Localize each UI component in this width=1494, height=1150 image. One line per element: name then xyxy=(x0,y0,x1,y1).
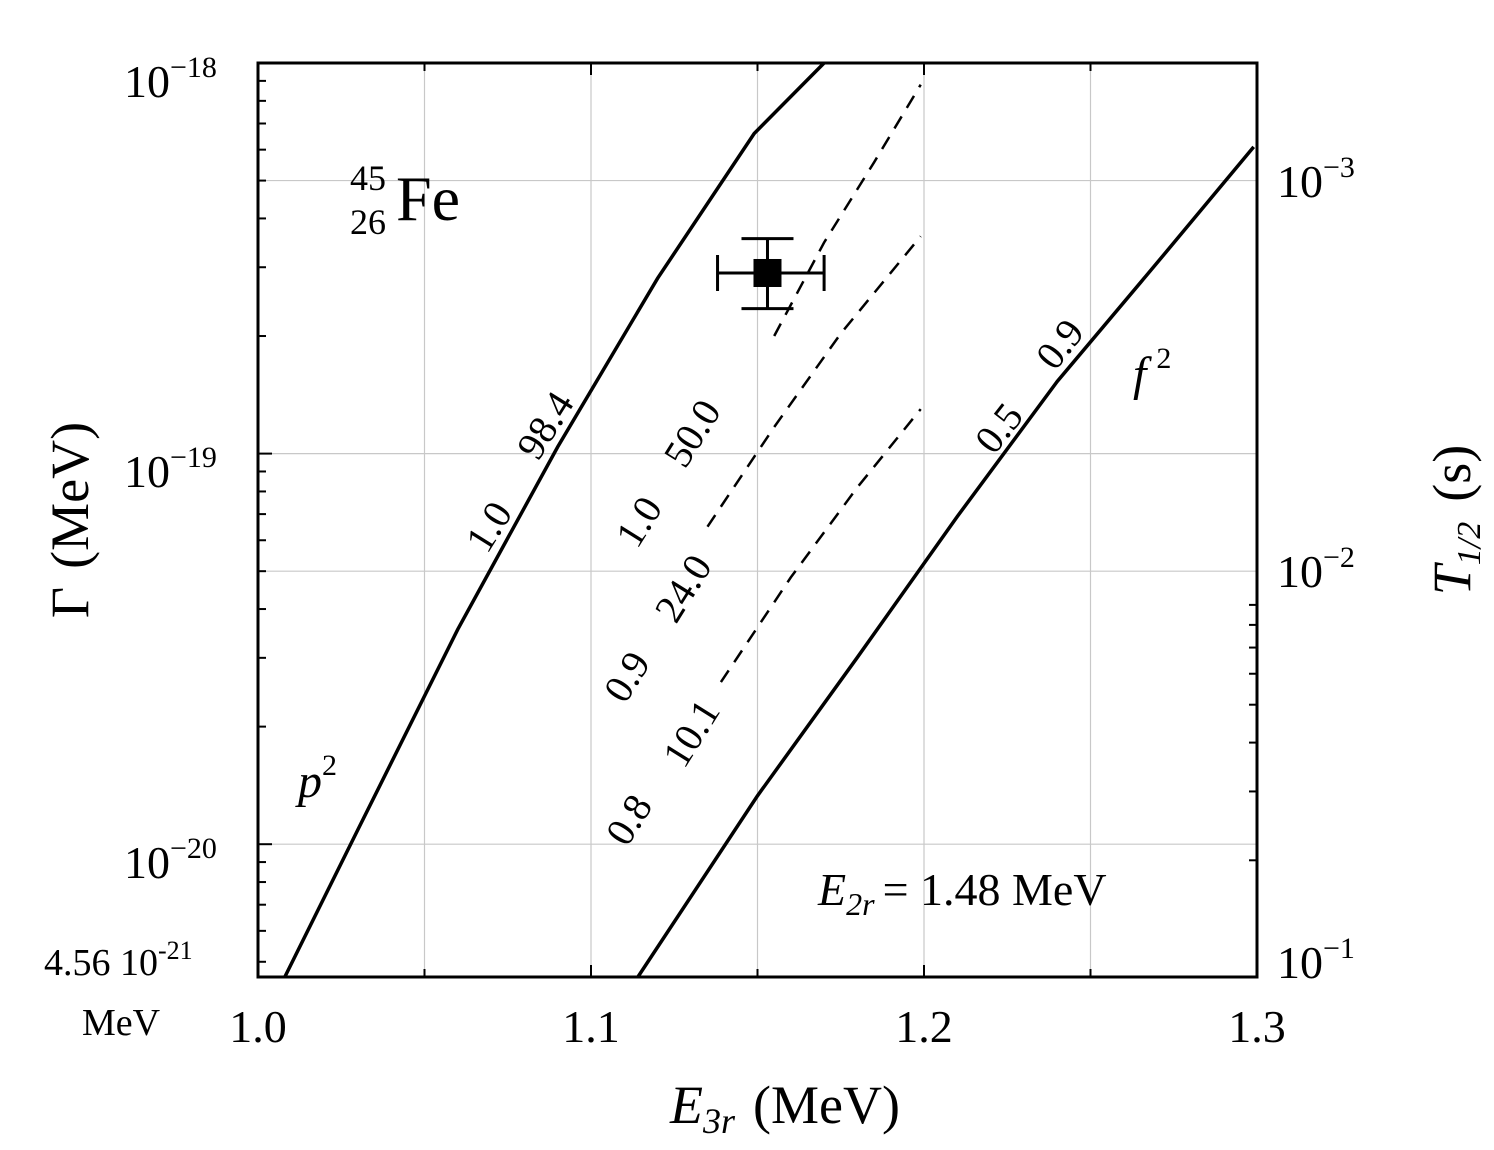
y-axis-title: Γ(MeV) xyxy=(40,422,100,618)
series-dashed-50.0 xyxy=(773,84,922,337)
x-tick-label: 1.2 xyxy=(895,1001,953,1052)
dash50-label-b: 50.0 xyxy=(654,392,729,475)
x-tick-label: 1.0 xyxy=(229,1001,287,1052)
dash50-label-a: 1.0 xyxy=(606,489,671,555)
y2-tick-label: 10−3 xyxy=(1277,151,1355,207)
p2-label-a: 1.0 xyxy=(456,494,521,560)
series-f2 xyxy=(636,145,1256,979)
dash10-label-a: 0.8 xyxy=(596,787,661,853)
dash10-label-b: 10.1 xyxy=(653,692,728,775)
series-p2 xyxy=(283,61,826,979)
y-tick-labels: 10−18 10−19 10−20 4.56 10-21 MeV xyxy=(44,51,217,1044)
x-axis-title: E3r (MeV) xyxy=(669,1075,900,1141)
y2-axis-title: T1/2(s) xyxy=(1422,445,1488,595)
series-layer xyxy=(283,61,1256,979)
data-point-marker xyxy=(753,258,782,287)
y-bottom-unit: MeV xyxy=(82,1002,161,1044)
x-tick-labels: 1.0 1.1 1.2 1.3 xyxy=(229,1001,1286,1052)
isotope-label: 45 26 Fe xyxy=(350,158,460,242)
x-tick-label: 1.1 xyxy=(562,1001,620,1052)
isotope-symbol: Fe xyxy=(396,163,460,234)
series-dashed-24.0 xyxy=(706,235,922,528)
grid xyxy=(258,63,1257,977)
dash24-label-a: 0.9 xyxy=(594,644,659,710)
series-dashed-10.1 xyxy=(719,408,922,683)
e2r-annotation: E2r = 1.48 MeV xyxy=(817,864,1107,922)
dash24-label-b: 24.0 xyxy=(645,547,720,630)
y-tick-label: 10−19 xyxy=(124,441,217,497)
isotope-charge: 26 xyxy=(350,202,386,242)
isotope-mass: 45 xyxy=(350,158,386,198)
y-tick-label: 10−20 xyxy=(124,832,217,888)
f2-label-a: 0.5 xyxy=(966,394,1032,461)
y-tick-label: 10−18 xyxy=(124,51,217,107)
p2-label-b: 98.4 xyxy=(507,384,582,467)
y2-tick-label: 10−2 xyxy=(1277,541,1355,597)
y2-tick-label: 10−1 xyxy=(1277,932,1355,988)
data-point-layer xyxy=(716,237,826,311)
y-bottom-label: 4.56 10-21 xyxy=(44,936,193,984)
y2-tick-labels: 10−3 10−2 10−1 xyxy=(1277,151,1355,988)
ticks xyxy=(257,62,1258,977)
f2-label-b: 0.9 xyxy=(1027,310,1093,377)
x-tick-label: 1.3 xyxy=(1228,1001,1286,1052)
p2-label: p2 xyxy=(295,749,337,808)
